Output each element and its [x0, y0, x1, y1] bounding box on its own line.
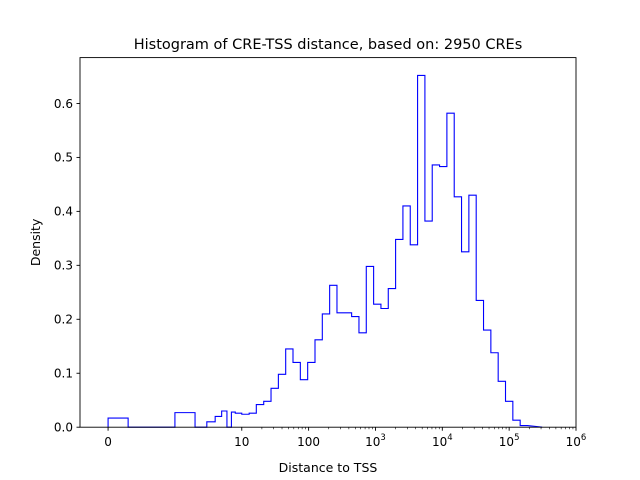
y-tick-label: 0.0 [54, 421, 73, 435]
x-tick-exponent: 4 [447, 433, 452, 443]
y-axis-ticks: 0.0 0.1 0.2 0.3 0.4 0.5 0.6 [54, 97, 80, 435]
x-tick-label: 0 [104, 435, 112, 449]
histogram-step-line [107, 74, 543, 428]
y-tick-label: 0.1 [54, 367, 73, 381]
y-tick-label: 0.2 [54, 313, 73, 327]
y-axis-label: Density [28, 218, 43, 266]
y-tick-label: 0.6 [54, 97, 73, 111]
x-tick-exponent: 3 [380, 433, 385, 443]
chart-title: Histogram of CRE-TSS distance, based on:… [134, 37, 523, 53]
x-tick-label: 10 [234, 435, 249, 449]
x-tick-exponent: 6 [581, 433, 586, 443]
y-tick-label: 0.5 [54, 151, 73, 165]
plot-frame [79, 57, 577, 428]
x-tick-exponent: 5 [514, 433, 519, 443]
x-tick-label: 100 [297, 435, 320, 449]
y-tick-label: 0.3 [54, 259, 73, 273]
x-axis-label: Distance to TSS [279, 460, 378, 475]
y-tick-label: 0.4 [54, 205, 73, 219]
